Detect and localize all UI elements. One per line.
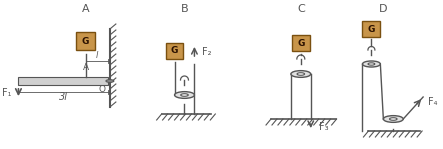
Text: G: G — [297, 38, 304, 48]
Text: G: G — [82, 37, 89, 45]
Text: A: A — [82, 4, 89, 14]
Circle shape — [291, 71, 311, 77]
Circle shape — [106, 80, 114, 82]
Bar — [76, 32, 96, 49]
Bar — [166, 43, 183, 59]
Bar — [362, 21, 381, 37]
Text: 3l: 3l — [58, 92, 68, 102]
Bar — [292, 35, 310, 51]
Bar — [19, 77, 108, 85]
Circle shape — [368, 63, 375, 65]
Circle shape — [181, 94, 188, 96]
Circle shape — [383, 116, 403, 122]
Text: D: D — [379, 4, 388, 14]
Text: G: G — [368, 24, 375, 34]
Circle shape — [362, 61, 381, 67]
Text: B: B — [181, 4, 188, 14]
Circle shape — [297, 73, 305, 75]
Text: O: O — [98, 86, 105, 94]
Text: F₂: F₂ — [202, 47, 212, 57]
Text: F₄: F₄ — [428, 97, 438, 107]
Text: F₁: F₁ — [2, 88, 12, 98]
Text: C: C — [297, 4, 305, 14]
Circle shape — [175, 92, 194, 98]
Text: A: A — [82, 63, 89, 73]
Text: l: l — [96, 52, 98, 60]
Text: G: G — [171, 46, 178, 55]
Circle shape — [389, 118, 397, 120]
Text: F₃: F₃ — [319, 122, 328, 132]
